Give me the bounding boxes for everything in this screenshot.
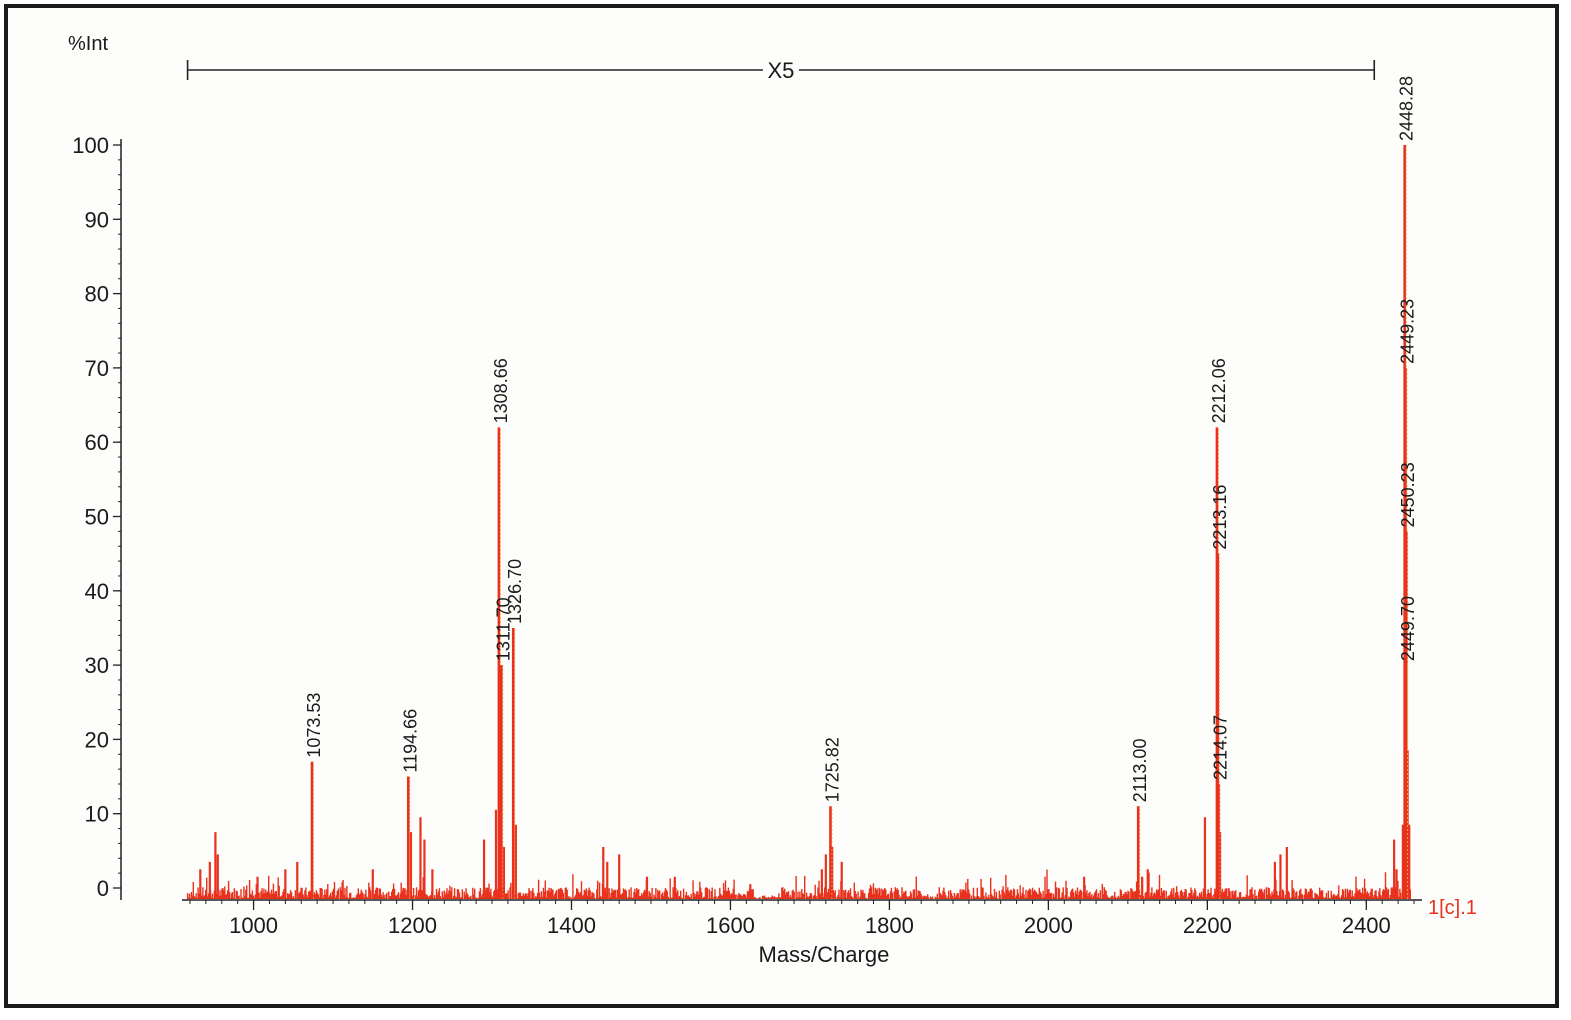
peak-label: 2214.07 xyxy=(1211,715,1231,780)
peak-label: 2213.16 xyxy=(1210,485,1230,550)
zoom-annotation: X5 xyxy=(186,58,1376,83)
noise-trace xyxy=(186,869,1411,899)
x-tick-label: 1800 xyxy=(865,913,914,938)
peak-label: 1073.53 xyxy=(304,693,324,758)
chart-frame: 0 10 20 30 40 50 60 70 80 90 100 1000 1200 1400 1600 18… xyxy=(4,4,1559,1008)
peak-label: 1326.70 xyxy=(505,559,525,624)
y-tick-label: 20 xyxy=(85,727,109,752)
peak-label: 2113.00 xyxy=(1130,739,1150,803)
y-tick-label: 90 xyxy=(85,207,109,232)
x-axis-label: Mass/Charge xyxy=(759,942,890,967)
x-tick-label: 1200 xyxy=(388,913,437,938)
y-tick-label: 80 xyxy=(85,282,109,307)
peak-label: 1308.66 xyxy=(491,358,511,423)
y-tick-label: 10 xyxy=(85,802,109,827)
x-tick-label: 2200 xyxy=(1183,913,1232,938)
peak-label: 2212.06 xyxy=(1209,358,1229,423)
peak-label: 1311.70 xyxy=(493,597,513,661)
x-tick-label: 1600 xyxy=(706,913,755,938)
peak-label: 2448.28 xyxy=(1397,76,1417,141)
spectrum-peaks xyxy=(199,145,1411,899)
peak-label: 2449.23 xyxy=(1397,299,1417,364)
corner-label: 1[c].1 xyxy=(1428,897,1477,919)
peak-label: 2449.70 xyxy=(1398,596,1418,661)
y-tick-label: 70 xyxy=(85,356,109,381)
y-tick-label: 30 xyxy=(85,653,109,678)
y-tick-label: 50 xyxy=(85,505,109,530)
spectrum-baseline-noise xyxy=(186,869,1411,899)
x-tick-label: 1400 xyxy=(547,913,596,938)
x-tick-label: 2400 xyxy=(1342,913,1391,938)
y-axis-label: %Int xyxy=(68,33,108,55)
y-tick-label: 40 xyxy=(85,579,109,604)
x-tick-label: 2000 xyxy=(1024,913,1073,938)
axes: 0 10 20 30 40 50 60 70 80 90 100 1000 1200 1400 1600 18… xyxy=(72,133,1422,938)
y-tick-label: 60 xyxy=(85,430,109,455)
peak-label: 1725.82 xyxy=(822,737,842,802)
y-tick-label: 0 xyxy=(97,876,109,901)
x-tick-label: 1000 xyxy=(229,913,278,938)
zoom-label: X5 xyxy=(767,58,794,83)
peak-label: 2450.23 xyxy=(1398,462,1418,527)
mass-spectrum-chart: 0 10 20 30 40 50 60 70 80 90 100 1000 1200 1400 1600 18… xyxy=(68,33,1477,967)
y-tick-label: 100 xyxy=(72,133,109,158)
peak-label: 1194.66 xyxy=(400,709,420,773)
